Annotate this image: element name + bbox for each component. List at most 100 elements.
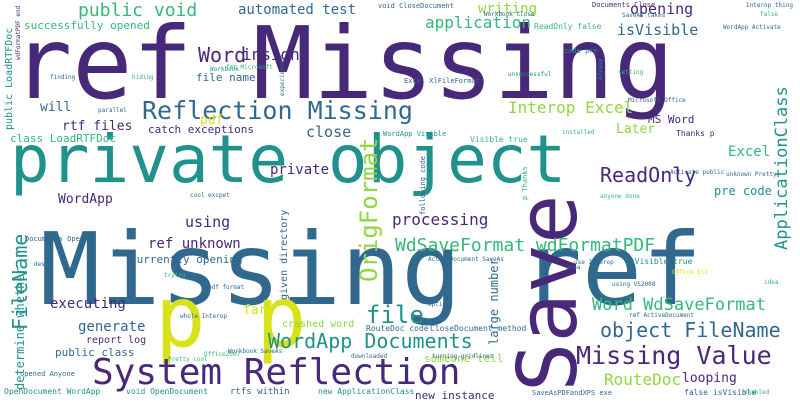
word: WordApp Activate — [723, 24, 781, 31]
word: CloseDocument method — [430, 324, 527, 333]
word: Thanks p — [676, 129, 715, 138]
word: using — [185, 213, 231, 231]
word: wdFormatPDF end — [15, 5, 22, 60]
word: Documents Open — [25, 235, 85, 243]
word: ref Missing — [12, 5, 675, 122]
word: ReadOnly false — [534, 22, 602, 31]
word: ref unknown — [148, 236, 241, 252]
word: downloaded — [351, 353, 388, 360]
word: trying — [164, 272, 186, 279]
word: Workbook Close — [484, 11, 535, 18]
word: looping — [682, 371, 737, 386]
word: ActiveDocument SaveAs — [428, 256, 504, 263]
word: Pretty cool — [168, 356, 208, 363]
word: dest — [34, 261, 49, 268]
word: will — [40, 100, 72, 115]
word: Word — [198, 43, 247, 67]
word: executing — [50, 296, 126, 312]
word: rtf files — [62, 119, 133, 134]
word: anyone done — [600, 193, 640, 200]
word: Anyway — [597, 58, 604, 80]
word: generate — [78, 319, 146, 335]
word: Microsoft Office — [628, 97, 686, 104]
word: currently opening — [130, 253, 243, 266]
word: class LoadRTFDoc — [10, 132, 116, 145]
word: file — [366, 301, 424, 329]
word: whole Interop — [180, 313, 227, 320]
word: Documents Close — [592, 1, 656, 9]
word: public LoadRTFDoc — [4, 27, 15, 130]
word: private — [270, 162, 330, 178]
word: OrigFormat — [355, 137, 383, 283]
word: turning gridlines — [432, 353, 494, 360]
word: private object — [10, 121, 567, 198]
word: rtfs within — [230, 387, 290, 397]
word: OpenDocument WordApp — [4, 387, 101, 396]
word: Missing Value — [576, 341, 772, 370]
word: installed — [562, 129, 595, 136]
word: successfully opened — [24, 19, 150, 32]
word: unknown Pretty — [726, 171, 777, 178]
word: Workbook SaveAs — [228, 348, 283, 355]
word: report log — [86, 335, 147, 346]
word: using VS2008 — [612, 281, 656, 288]
word: parallel — [98, 107, 127, 114]
word: close — [306, 123, 352, 141]
word: Interop Excel — [508, 98, 634, 117]
word: Activate public — [670, 169, 725, 176]
word: SaveAs takes — [622, 12, 666, 19]
word: crashed word — [282, 319, 355, 330]
word: cool excpet — [190, 192, 230, 199]
word: code pre — [564, 47, 598, 55]
word: WordApp Visible — [383, 130, 447, 138]
word: false isVisible — [684, 388, 757, 397]
word: Later — [616, 122, 656, 137]
word: finding — [50, 74, 76, 81]
word: area — [566, 264, 581, 271]
word: opening — [630, 0, 694, 18]
word: p p — [155, 268, 307, 366]
word: unsuccessful — [508, 71, 552, 78]
word: Visible true — [470, 135, 528, 144]
word: use Interop — [574, 259, 614, 266]
word: public void — [78, 0, 198, 21]
word: opened Anyone — [20, 370, 75, 378]
word: ReadOnly — [600, 163, 697, 187]
word: void OpenDocument — [126, 387, 208, 396]
word: experience — [279, 59, 286, 96]
word: catch exceptions — [148, 123, 254, 136]
word: SaveAsPDFandXPS exe — [532, 389, 613, 397]
word: someone tell — [424, 352, 504, 365]
word: Excel — [728, 144, 771, 160]
word: enabled — [744, 389, 770, 396]
word: pdf — [200, 113, 224, 128]
word: false — [760, 11, 779, 18]
word: Excel XlFileFormat — [404, 77, 480, 85]
word: Workbook — [210, 66, 239, 73]
word: WdSaveFormat wdFormatPDF — [395, 235, 656, 256]
word: processing — [392, 210, 489, 229]
word: new ApplicationClass — [318, 387, 415, 396]
word: insight — [242, 45, 310, 64]
word: fmt Microsoft — [226, 64, 273, 71]
word: Reflection Missing — [142, 96, 413, 125]
word: object FileName — [600, 318, 781, 342]
word: application — [425, 13, 531, 32]
word: Missing ref — [40, 211, 703, 328]
word: pdf format — [208, 284, 245, 291]
word: ApplicationClass — [772, 86, 792, 250]
word: RouteDoc code — [366, 324, 429, 333]
word: automated test — [238, 2, 357, 18]
word: given directory — [279, 209, 290, 300]
word: public class — [55, 346, 135, 359]
word: ref ActiveDocument — [629, 312, 695, 319]
word: new instance — [415, 389, 495, 402]
word: p Thanks — [521, 166, 529, 200]
word: Office2007 — [204, 351, 241, 358]
word: idea — [764, 279, 779, 286]
word: RouteDoc — [604, 370, 682, 389]
word: System Reflection — [92, 352, 461, 393]
word: Interop thing — [746, 2, 793, 9]
word: file name — [196, 71, 256, 84]
